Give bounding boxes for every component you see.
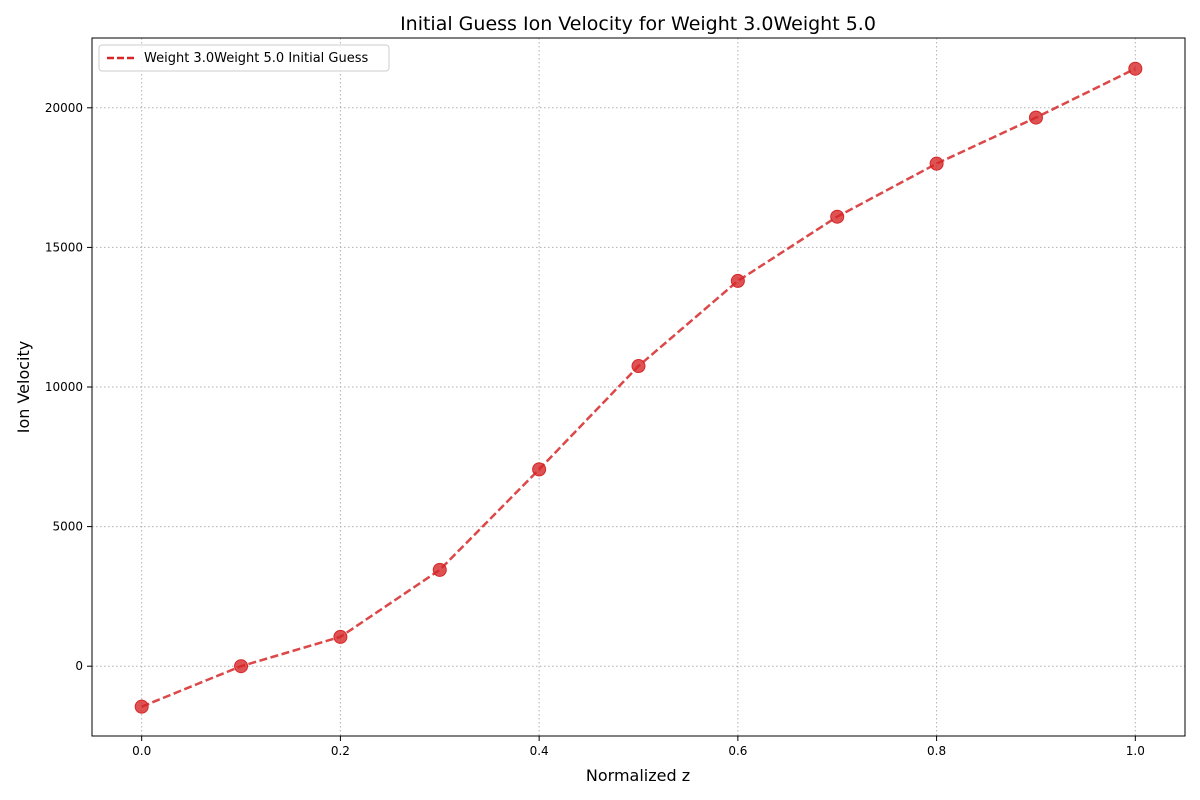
data-point — [830, 209, 845, 224]
y-axis-title: Ion Velocity — [14, 341, 33, 434]
y-tick-label: 5000 — [52, 520, 83, 534]
x-tick-label: 1.0 — [1126, 744, 1145, 758]
grid — [92, 38, 1185, 736]
x-tick-label: 0.2 — [331, 744, 350, 758]
x-tick-label: 0.6 — [728, 744, 747, 758]
y-tick-label: 20000 — [45, 101, 83, 115]
x-tick-label: 0.0 — [132, 744, 151, 758]
data-point — [631, 359, 646, 374]
data-point — [333, 629, 348, 644]
x-tick-label: 0.4 — [530, 744, 549, 758]
series-layer — [134, 61, 1143, 714]
data-point — [1128, 61, 1143, 76]
data-point — [730, 273, 745, 288]
data-point — [234, 659, 249, 674]
y-axis: 0 5000 10000 15000 20000 — [45, 101, 92, 673]
data-point — [1028, 110, 1043, 125]
legend-box — [98, 44, 390, 72]
y-tick-label: 10000 — [45, 380, 83, 394]
y-tick-label: 0 — [75, 659, 83, 673]
y-tick-label: 15000 — [45, 240, 83, 254]
x-tick-label: 0.8 — [927, 744, 946, 758]
chart-title: Initial Guess Ion Velocity for Weight 3.… — [400, 13, 876, 35]
legend-label: Weight 3.0Weight 5.0 Initial Guess — [144, 51, 369, 66]
data-point — [929, 156, 944, 171]
data-point — [432, 562, 447, 577]
data-point — [532, 462, 547, 477]
legend: Weight 3.0Weight 5.0 Initial Guess — [98, 44, 390, 72]
x-axis-title: Normalized z — [586, 766, 690, 785]
data-point — [134, 699, 149, 714]
x-axis: 0.0 0.2 0.4 0.6 0.8 1.0 — [132, 736, 1145, 758]
